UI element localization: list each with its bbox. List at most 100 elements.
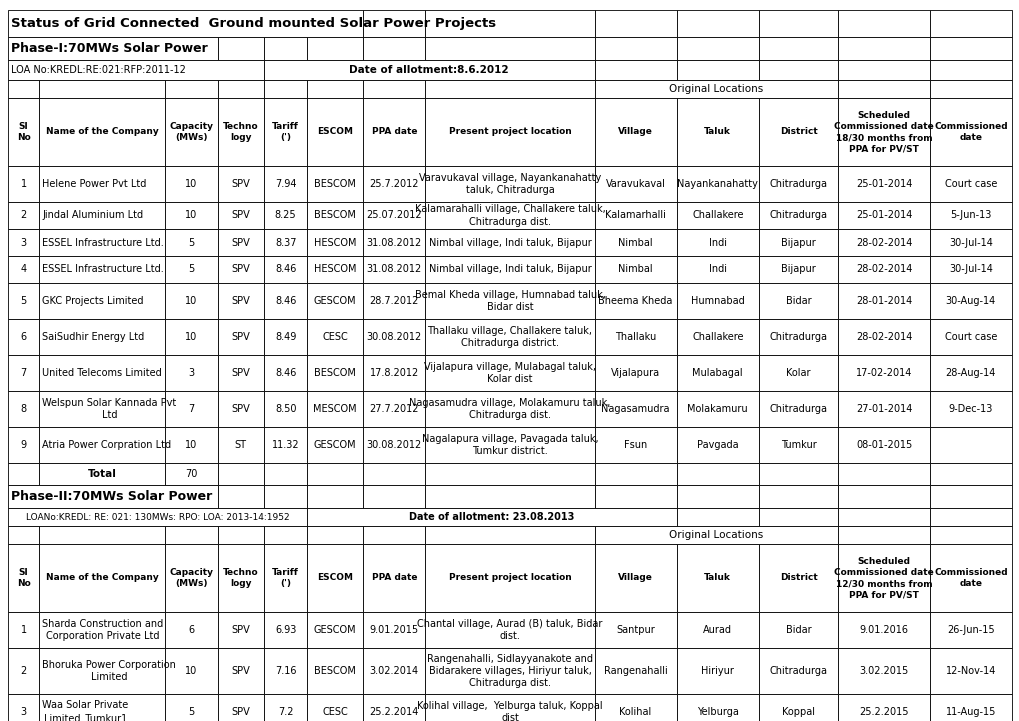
Text: SPV: SPV [231,296,250,306]
Bar [39,694,165,721]
Text: 28-02-2014: 28-02-2014 [855,332,911,342]
Bar [758,319,838,355]
Text: 7.16: 7.16 [275,666,297,676]
Text: 6: 6 [20,332,26,342]
Bar [165,694,217,721]
Text: Total: Total [88,469,116,479]
Text: SPV: SPV [231,237,250,247]
Bar [8,229,39,256]
Bar [929,60,1011,80]
Bar [39,427,165,463]
Text: Pavgada: Pavgada [696,440,738,450]
Text: Challakere: Challakere [691,211,743,221]
Bar [929,355,1011,391]
Text: Phase-I:70MWs Solar Power: Phase-I:70MWs Solar Power [11,42,208,55]
Text: 1: 1 [20,625,26,635]
Text: 6.93: 6.93 [275,625,297,635]
Bar [8,98,39,166]
Text: Capacity
(MWs): Capacity (MWs) [169,568,213,588]
Bar [264,256,307,283]
Text: Varavukaval: Varavukaval [605,179,665,189]
Text: Capacity
(MWs): Capacity (MWs) [169,122,213,142]
Bar [676,485,758,508]
Bar [758,283,838,319]
Text: Atria Power Corpration Ltd: Atria Power Corpration Ltd [42,440,171,450]
Text: Bheema Kheda: Bheema Kheda [598,296,673,306]
Bar [307,544,363,612]
Text: Nagasamudra: Nagasamudra [601,404,669,414]
Bar [676,391,758,427]
Bar [307,463,363,485]
Bar [217,166,264,202]
Bar [929,648,1011,694]
Text: Kalamarahalli village, Challakere taluk,
Chitradurga dist.: Kalamarahalli village, Challakere taluk,… [414,204,605,226]
Bar [39,319,165,355]
Text: 31.08.2012: 31.08.2012 [366,265,422,275]
Bar [838,10,929,37]
Bar [307,648,363,694]
Text: Kolar: Kolar [786,368,810,378]
Text: 08-01-2015: 08-01-2015 [855,440,911,450]
Bar [307,37,363,60]
Bar [758,37,838,60]
Bar [676,355,758,391]
Bar [594,10,676,37]
Bar [838,526,929,544]
Bar [264,485,307,508]
Text: ST: ST [234,440,247,450]
Bar [165,202,217,229]
Bar [8,508,307,526]
Bar [425,694,594,721]
Bar [8,166,39,202]
Bar [363,166,425,202]
Bar [165,544,217,612]
Text: Bhoruka Power Corporation
Limited: Bhoruka Power Corporation Limited [42,660,176,682]
Bar [307,80,363,98]
Bar [8,256,39,283]
Text: Hiriyur: Hiriyur [701,666,734,676]
Text: United Telecoms Limited: United Telecoms Limited [42,368,162,378]
Bar [307,202,363,229]
Text: Aurad: Aurad [702,625,732,635]
Bar [425,283,594,319]
Bar [217,391,264,427]
Bar [165,166,217,202]
Text: Mulabagal: Mulabagal [692,368,743,378]
Bar [594,256,676,283]
Text: 6: 6 [187,625,194,635]
Bar [594,526,838,544]
Bar [8,544,39,612]
Text: SPV: SPV [231,265,250,275]
Text: Tumkur: Tumkur [780,440,815,450]
Text: Indi: Indi [708,237,727,247]
Text: 9.01.2016: 9.01.2016 [859,625,908,635]
Bar [425,37,594,60]
Bar [929,319,1011,355]
Bar [264,526,307,544]
Bar [8,648,39,694]
Bar [425,202,594,229]
Text: 8.37: 8.37 [275,237,297,247]
Text: Nimbal: Nimbal [618,265,652,275]
Text: 3.02.2015: 3.02.2015 [859,666,908,676]
Text: Tariff
('): Tariff (') [272,122,299,142]
Text: Yelburga: Yelburga [696,707,738,717]
Text: Nimbal: Nimbal [618,237,652,247]
Text: Bijapur: Bijapur [781,265,815,275]
Bar [264,229,307,256]
Bar [307,526,363,544]
Text: Nayankanahatty: Nayankanahatty [677,179,757,189]
Bar [363,229,425,256]
Text: 30-Jul-14: 30-Jul-14 [948,265,991,275]
Text: PPA date: PPA date [371,128,417,136]
Bar [363,485,425,508]
Bar [838,612,929,648]
Text: LOANo:KREDL: RE: 021: 130MWs: RPO: LOA: 2013-14:1952: LOANo:KREDL: RE: 021: 130MWs: RPO: LOA: … [25,513,289,521]
Text: 10: 10 [184,179,197,189]
Bar [676,37,758,60]
Bar [264,98,307,166]
Text: 12-Nov-14: 12-Nov-14 [945,666,996,676]
Text: ESCOM: ESCOM [317,128,353,136]
Bar [594,694,676,721]
Text: 28.7.2012: 28.7.2012 [369,296,419,306]
